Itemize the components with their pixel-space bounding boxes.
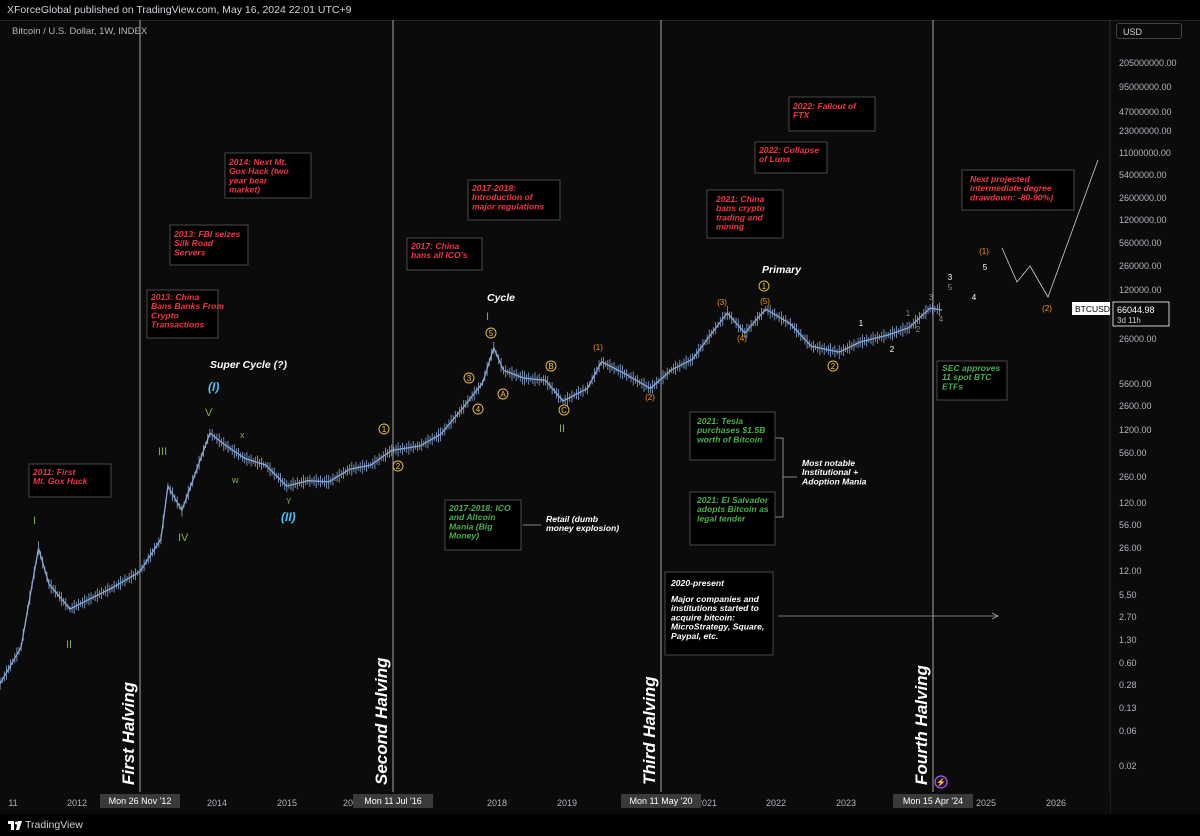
publish-bar: XForceGlobal published on TradingView.co…: [0, 0, 1200, 20]
symbol-title: Bitcoin / U.S. Dollar, 1W, INDEX: [12, 26, 148, 37]
publish-line: XForceGlobal published on TradingView.co…: [7, 4, 352, 16]
currency-button[interactable]: USD: [1116, 23, 1182, 39]
footer: TradingView: [0, 814, 1200, 836]
footer-brand: TradingView: [25, 819, 83, 831]
tradingview-logo-icon: [8, 821, 22, 830]
chart-area[interactable]: [0, 20, 1200, 815]
